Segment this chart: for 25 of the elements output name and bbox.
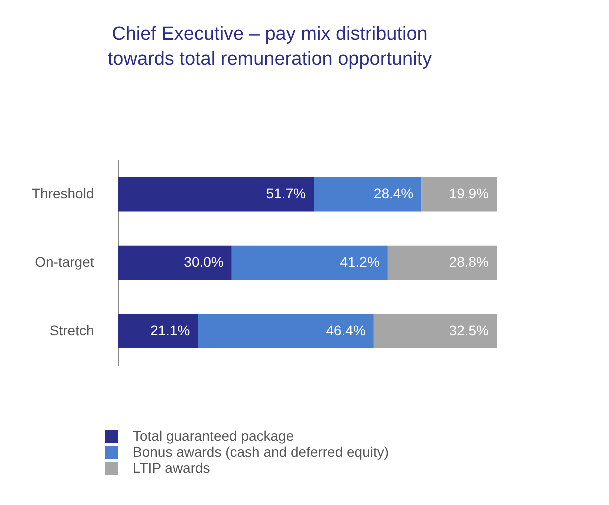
data-label: 19.9% [449, 185, 489, 202]
data-label: 32.5% [449, 322, 489, 338]
bar [198, 314, 374, 348]
bar [118, 178, 314, 212]
y-tick-label: Threshold [32, 185, 94, 202]
legend-label: Bonus awards (cash and deferred equity) [133, 444, 390, 460]
chart-title: Chief Executive – pay mix distribution towards total remuneration opportunity [106, 23, 434, 72]
data-label: 51.7% [266, 185, 306, 202]
y-tick-label: On-target [35, 254, 94, 270]
data-label: 28.4% [374, 185, 414, 202]
data-label: 21.1% [150, 322, 190, 338]
bar [374, 314, 497, 348]
bar [118, 314, 198, 348]
bar [314, 178, 422, 212]
data-label: 30.0% [184, 254, 224, 270]
bar [388, 246, 497, 280]
data-label: 28.8% [449, 254, 489, 270]
legend-label: LTIP awards [133, 460, 210, 476]
bar [118, 246, 232, 280]
data-label: 46.4% [326, 322, 366, 338]
data-label: 41.2% [340, 254, 380, 270]
legend-label: Total guaranteed package [133, 428, 294, 444]
bar [232, 246, 388, 280]
y-tick-label: Stretch [50, 322, 94, 338]
bar [422, 178, 497, 212]
